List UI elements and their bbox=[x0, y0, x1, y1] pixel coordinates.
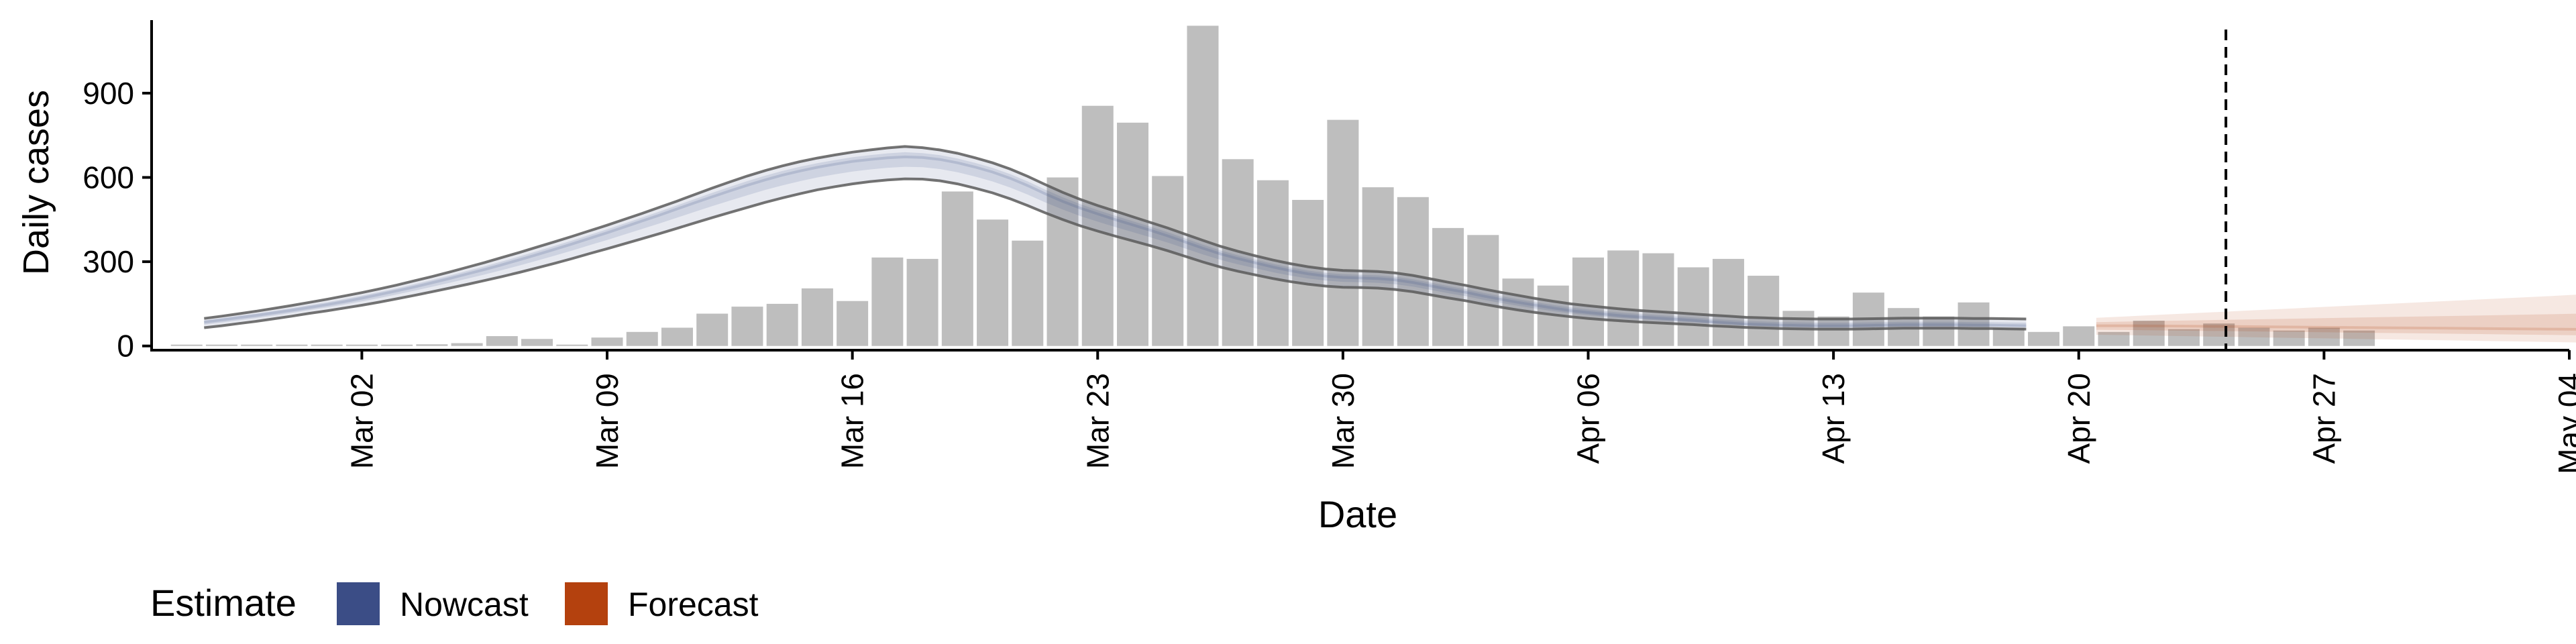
case-bar bbox=[451, 343, 483, 346]
case-bar bbox=[2308, 327, 2340, 346]
case-bar bbox=[1817, 316, 1849, 346]
y-tick-label: 600 bbox=[83, 160, 134, 195]
case-bar bbox=[2343, 330, 2375, 346]
case-bar bbox=[871, 257, 904, 346]
legend-swatch-forecast bbox=[565, 582, 608, 625]
case-bar bbox=[1748, 276, 1780, 346]
case-bar bbox=[1607, 250, 1640, 346]
case-bar bbox=[801, 288, 833, 346]
x-axis-title: Date bbox=[1318, 493, 1397, 535]
x-tick-label: Apr 06 bbox=[1571, 373, 1606, 464]
case-bar bbox=[1116, 122, 1148, 346]
y-tick-label: 900 bbox=[83, 76, 134, 111]
case-bar bbox=[1187, 25, 1219, 346]
bars-layer bbox=[170, 25, 2375, 346]
case-bar bbox=[1923, 316, 1955, 346]
case-bar bbox=[1292, 199, 1324, 346]
case-bar bbox=[2028, 331, 2060, 346]
case-bar bbox=[766, 303, 798, 346]
y-axis-title: Daily cases bbox=[16, 90, 56, 275]
x-tick-label: Apr 27 bbox=[2306, 373, 2341, 464]
x-tick-label: Apr 13 bbox=[1816, 373, 1851, 464]
legend-title: Estimate bbox=[150, 582, 297, 624]
forecast-band-outer bbox=[2096, 294, 2576, 343]
legend-label-forecast: Forecast bbox=[628, 586, 759, 623]
case-bar bbox=[1957, 302, 1990, 346]
case-bar bbox=[1397, 197, 1429, 346]
case-bar bbox=[2098, 331, 2130, 346]
case-bar bbox=[941, 191, 973, 346]
case-bar bbox=[556, 344, 588, 346]
y-tick-label: 300 bbox=[83, 244, 134, 279]
y-tick-label: 0 bbox=[117, 329, 134, 364]
case-bar bbox=[486, 336, 518, 346]
case-bar bbox=[2203, 323, 2235, 346]
x-tick-label: Apr 20 bbox=[2061, 373, 2096, 464]
x-tick-label: Mar 16 bbox=[835, 373, 870, 469]
x-ticks: Mar 02 Mar 09 Mar 16 Mar 23 Mar 30 Apr 06 Apr … bbox=[344, 350, 2576, 474]
nowcast-median-line bbox=[204, 155, 2027, 327]
case-bar bbox=[661, 327, 693, 346]
x-tick-label: May 04 bbox=[2552, 373, 2576, 474]
x-tick-label: Mar 23 bbox=[1080, 373, 1115, 469]
case-bar bbox=[1152, 176, 1184, 346]
case-bar bbox=[2238, 327, 2270, 346]
case-bar bbox=[241, 344, 273, 346]
case-bar bbox=[345, 344, 378, 346]
case-bar bbox=[1432, 227, 1464, 346]
case-bar bbox=[381, 344, 413, 346]
case-bar bbox=[696, 313, 729, 346]
case-bar bbox=[1012, 240, 1044, 346]
nowcast-upper-line bbox=[204, 145, 2027, 321]
case-bar bbox=[521, 339, 553, 346]
case-bar bbox=[1081, 105, 1114, 346]
case-bar bbox=[591, 337, 623, 346]
forecast-band-inner bbox=[2096, 313, 2576, 335]
case-bar bbox=[170, 344, 203, 346]
case-bar bbox=[1362, 187, 1394, 346]
lines-layer bbox=[204, 145, 2027, 331]
case-bar bbox=[1642, 253, 1674, 346]
case-bar bbox=[2273, 330, 2305, 346]
case-bar bbox=[1677, 267, 1709, 346]
case-bar bbox=[311, 344, 343, 346]
case-bar bbox=[1992, 327, 2025, 346]
y-ticks: 0 300 600 900 bbox=[83, 76, 152, 364]
case-bar bbox=[1046, 177, 1079, 346]
nowcast-lower-line bbox=[204, 177, 2027, 331]
case-bar bbox=[837, 301, 869, 346]
case-bar bbox=[906, 258, 938, 346]
legend-swatch-nowcast bbox=[337, 582, 380, 625]
case-bar bbox=[2167, 329, 2200, 346]
x-tick-label: Mar 30 bbox=[1326, 373, 1360, 469]
case-bar bbox=[626, 331, 658, 346]
case-bar bbox=[2133, 321, 2165, 346]
x-tick-label: Mar 02 bbox=[344, 373, 379, 469]
x-tick-label: Mar 09 bbox=[590, 373, 625, 469]
case-bar bbox=[1327, 119, 1359, 346]
case-bar bbox=[1712, 258, 1744, 346]
case-bar bbox=[205, 344, 237, 346]
forecast-median-line bbox=[2096, 324, 2576, 331]
case-bar bbox=[731, 307, 763, 346]
case-bar bbox=[977, 219, 1009, 346]
case-bar bbox=[276, 344, 308, 346]
case-bar bbox=[2063, 326, 2095, 346]
case-bar bbox=[1572, 257, 1605, 346]
legend: Estimate Nowcast Forecast bbox=[150, 582, 759, 625]
case-bar bbox=[416, 344, 448, 346]
legend-label-nowcast: Nowcast bbox=[400, 586, 529, 623]
